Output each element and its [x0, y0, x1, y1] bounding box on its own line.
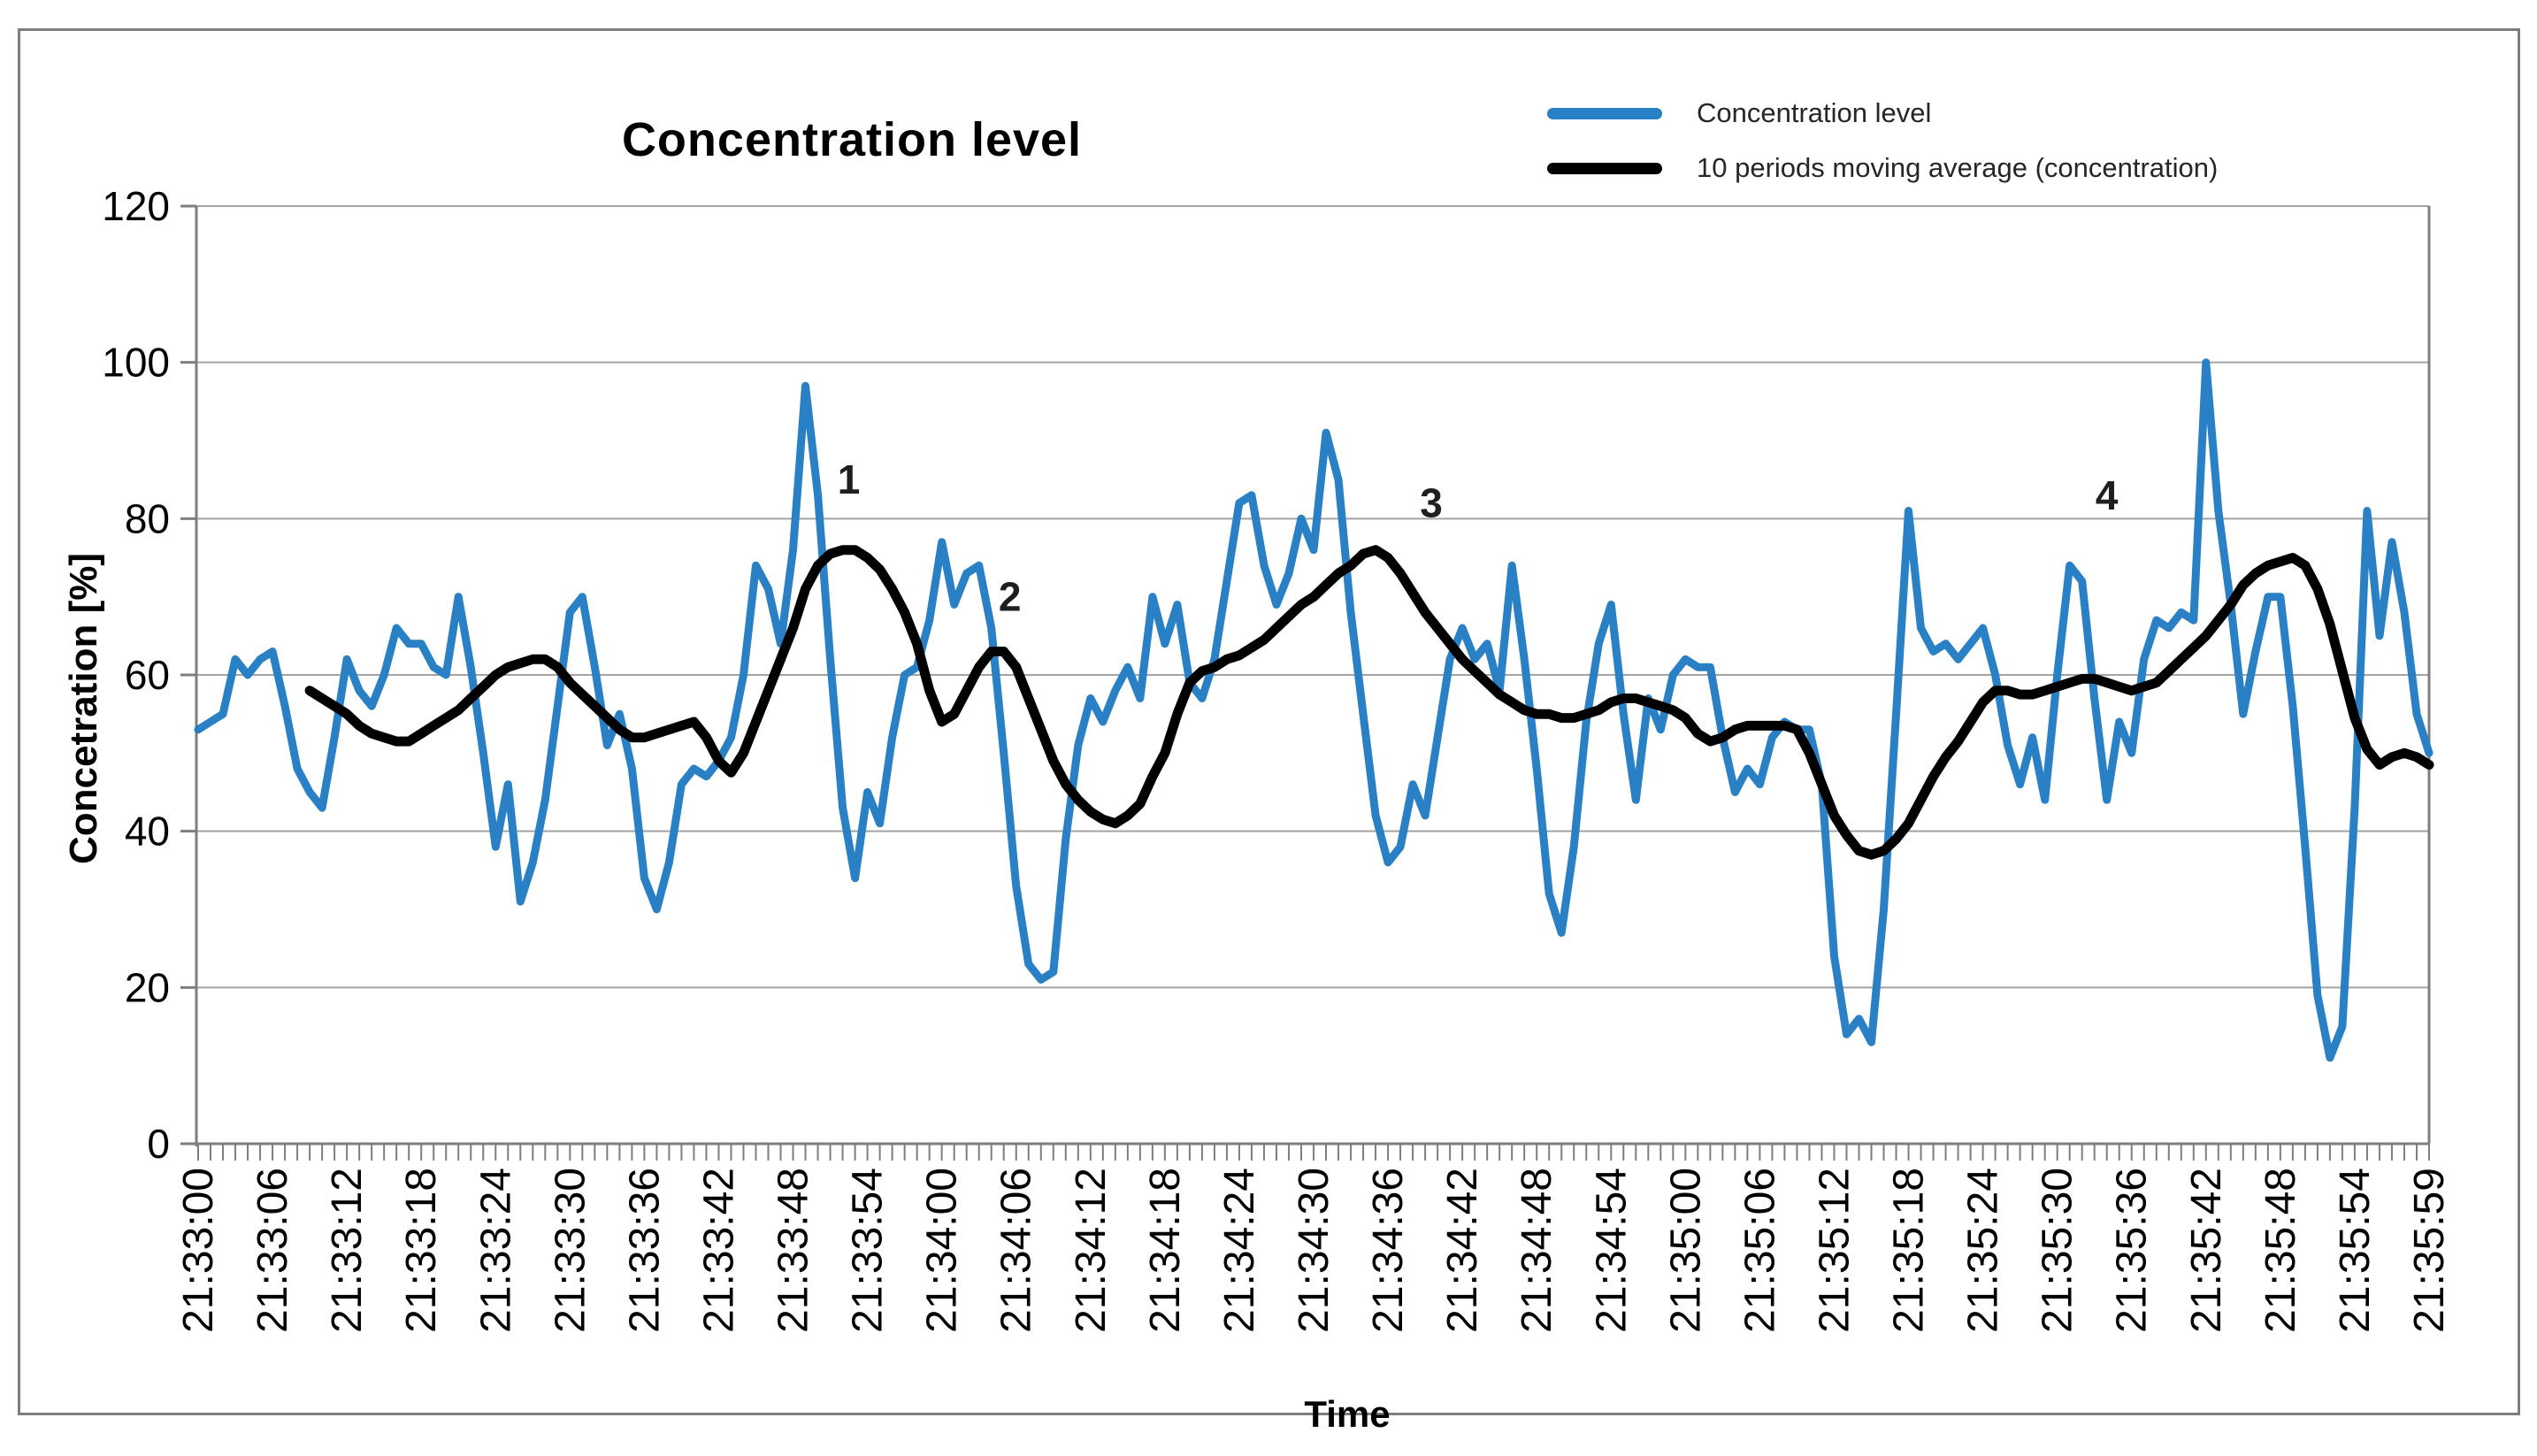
series-line-concentration — [194, 358, 2434, 1062]
x-tick-label: 21:35:12 — [1811, 1168, 1858, 1333]
y-tick-label: 0 — [147, 1121, 170, 1167]
x-axis-title: Time — [1304, 1393, 1391, 1435]
x-tick-label: 21:33:36 — [621, 1168, 668, 1333]
x-tick-label: 21:35:59 — [2406, 1168, 2453, 1333]
y-tick-label: 40 — [125, 808, 170, 854]
annotation-label: 3 — [1420, 480, 1443, 526]
legend-item-moving-average: 10 periods moving average (concentration… — [1547, 141, 2485, 195]
x-tick-label: 21:34:36 — [1365, 1168, 1412, 1333]
legend-swatch-concentration-icon — [1547, 107, 1662, 119]
x-tick-label: 21:35:00 — [1662, 1168, 1709, 1333]
annotation-label: 4 — [2096, 472, 2119, 518]
annotation-label: 2 — [999, 574, 1022, 620]
x-tick-label: 21:35:54 — [2332, 1168, 2379, 1333]
x-tick-label: 21:35:36 — [2109, 1168, 2156, 1333]
x-tick-label: 21:34:24 — [1216, 1168, 1263, 1333]
chart-frame: Concentration level Concentration level … — [18, 28, 2520, 1435]
y-tick-label: 120 — [102, 183, 170, 229]
x-tick-label: 21:34:00 — [919, 1168, 966, 1333]
x-tick-label: 21:35:06 — [1736, 1168, 1783, 1333]
x-tick-label: 21:34:12 — [1068, 1168, 1115, 1333]
y-tick-label: 100 — [102, 340, 170, 386]
x-tick-label: 21:35:18 — [1886, 1168, 1933, 1333]
plot-area: 0 20 40 60 80 100 120 21:33:00 21:33:06 21:33:12 2… — [102, 183, 2453, 1333]
x-tick-label: 21:35:30 — [2035, 1168, 2081, 1333]
legend-item-concentration: Concentration level — [1547, 86, 2485, 141]
x-tick-label: 21:33:12 — [324, 1168, 371, 1333]
y-tick-label: 20 — [125, 964, 170, 1010]
y-tick-label: 80 — [125, 495, 170, 541]
x-tick-label: 21:33:54 — [845, 1168, 892, 1333]
legend: Concentration level 10 periods moving av… — [1547, 86, 2485, 195]
series-line-moving-average — [304, 545, 2434, 860]
x-tick-label: 21:33:06 — [249, 1168, 296, 1333]
chart-title: Concentration level — [621, 113, 1083, 166]
x-tick-label: 21:34:30 — [1291, 1168, 1337, 1333]
x-tick-label: 21:34:48 — [1514, 1168, 1560, 1333]
x-tick-label: 21:34:54 — [1588, 1168, 1635, 1333]
x-tick-label: 21:33:24 — [472, 1168, 519, 1333]
x-tick-label: 21:33:18 — [398, 1168, 445, 1333]
x-tick-label: 21:33:42 — [695, 1168, 742, 1333]
x-tick-label: 21:35:48 — [2257, 1168, 2304, 1333]
x-tick-label: 21:35:42 — [2183, 1168, 2230, 1333]
x-tick-label: 21:33:48 — [770, 1168, 817, 1333]
y-tick-label: 60 — [125, 652, 170, 698]
x-tick-label: 21:34:18 — [1142, 1168, 1189, 1333]
legend-label: Concentration level — [1697, 97, 1932, 128]
x-tick-label: 21:34:42 — [1439, 1168, 1486, 1333]
annotation-label: 1 — [838, 456, 861, 502]
legend-label: 10 periods moving average (concentration… — [1697, 152, 2219, 183]
x-tick-label: 21:35:24 — [1960, 1168, 2007, 1333]
x-tick-label: 21:33:00 — [175, 1168, 222, 1333]
x-tick-label: 21:34:06 — [993, 1168, 1040, 1333]
legend-swatch-moving-average-icon — [1547, 162, 1662, 174]
x-tick-label: 21:33:30 — [547, 1168, 594, 1333]
